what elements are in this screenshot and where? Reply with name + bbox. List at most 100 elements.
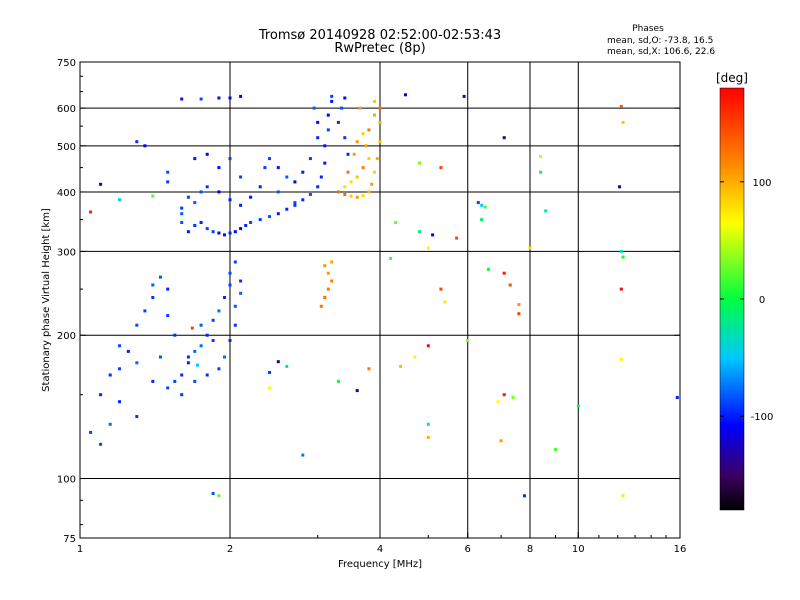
data-point [211, 339, 215, 342]
data-point [399, 364, 403, 368]
data-point [373, 99, 376, 103]
chart-title: Tromsø 20140928 02:52:00-02:53:43 [258, 28, 501, 43]
data-point [619, 104, 623, 108]
data-point [619, 357, 623, 361]
y-tick-label: 300 [57, 247, 76, 258]
data-point [228, 198, 232, 202]
data-point [361, 194, 365, 198]
data-point [239, 227, 243, 231]
data-point [180, 373, 184, 377]
data-point [143, 144, 147, 148]
data-point [118, 400, 121, 404]
colorbar-tick-label: -100 [751, 412, 774, 423]
data-point [462, 94, 466, 98]
data-point [166, 314, 170, 317]
data-point [576, 404, 580, 408]
data-point [455, 236, 459, 240]
data-point [326, 271, 330, 275]
data-point [249, 221, 253, 224]
data-point [180, 393, 184, 397]
data-point [151, 283, 155, 287]
data-point [118, 344, 121, 348]
data-point [268, 215, 271, 219]
data-point [364, 144, 368, 148]
data-point [619, 249, 623, 253]
data-point [389, 256, 393, 260]
data-point [352, 152, 356, 156]
data-point [301, 453, 305, 457]
data-point [361, 166, 365, 170]
data-point [193, 349, 197, 353]
data-point [480, 203, 484, 207]
data-point [228, 339, 232, 342]
data-point [193, 157, 197, 161]
data-point [239, 291, 243, 295]
data-point [223, 296, 226, 299]
data-point [539, 170, 543, 174]
y-axis-ticks: 75 100 200 300 400 500 600 750 [57, 58, 680, 545]
y-tick-label: 200 [57, 331, 76, 342]
x-axis-ticks: 1 2 4 6 8 10 16 [77, 532, 687, 555]
data-point [336, 190, 340, 194]
data-point [308, 157, 312, 161]
data-point [502, 136, 506, 140]
data-point [343, 185, 347, 189]
data-point [180, 97, 184, 101]
data-point [199, 344, 203, 348]
data-point [517, 312, 521, 316]
data-point [554, 448, 557, 452]
x-tick-label: 10 [572, 544, 585, 555]
data-point [193, 201, 197, 205]
data-point [276, 360, 280, 364]
data-point [316, 120, 320, 124]
data-point [228, 157, 232, 161]
data-point [378, 140, 382, 144]
data-point [326, 128, 330, 132]
data-point [205, 373, 209, 377]
data-point [466, 339, 470, 342]
data-point [319, 304, 323, 308]
data-point [343, 96, 347, 100]
data-point [186, 361, 190, 365]
chart-subtitle: RwPretec (8p) [334, 41, 425, 56]
data-point [319, 175, 323, 179]
x-axis-label: Frequency [MHz] [338, 559, 422, 570]
data-point [233, 230, 237, 234]
data-point [355, 389, 359, 393]
x-tick-label: 16 [674, 544, 687, 555]
data-point [217, 367, 221, 371]
data-point [544, 209, 548, 213]
data-point [355, 175, 359, 179]
data-point [166, 180, 170, 184]
data-point [323, 161, 327, 165]
data-point [378, 106, 382, 110]
data-point [180, 206, 184, 210]
data-point [426, 435, 430, 439]
data-point [211, 492, 215, 495]
data-point [89, 430, 93, 434]
data-point [358, 106, 362, 110]
data-point [336, 379, 340, 383]
data-point [373, 170, 376, 174]
data-point [268, 371, 271, 374]
data-point [135, 323, 139, 327]
colorbar-tick-label: 0 [759, 295, 765, 306]
data-point [186, 230, 190, 234]
data-point [312, 106, 316, 110]
data-point [539, 154, 543, 158]
data-point [517, 303, 521, 307]
data-point [323, 144, 327, 148]
data-point [186, 195, 190, 199]
data-point [135, 415, 139, 418]
data-point [99, 393, 103, 397]
data-point [336, 120, 340, 124]
y-tick-label: 750 [57, 58, 76, 69]
data-point [439, 166, 443, 170]
data-point [373, 113, 376, 117]
y-axis-label: Stationary phase Virtual Height [km] [41, 208, 52, 392]
data-point [426, 246, 430, 250]
data-point [293, 203, 297, 207]
data-point [426, 422, 430, 426]
data-point [375, 157, 379, 161]
data-point [394, 221, 398, 224]
